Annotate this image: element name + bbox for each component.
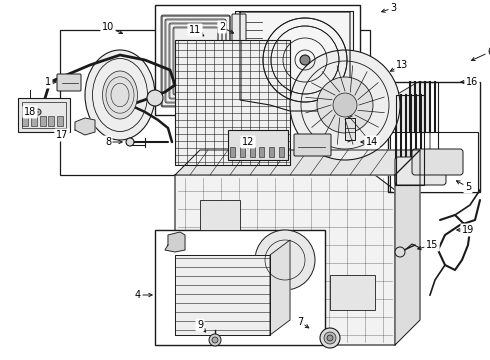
FancyBboxPatch shape <box>395 157 446 185</box>
Text: 19: 19 <box>462 225 474 235</box>
Bar <box>175 40 290 165</box>
Circle shape <box>290 50 400 160</box>
Circle shape <box>320 328 340 348</box>
Polygon shape <box>175 150 420 175</box>
Circle shape <box>324 332 336 344</box>
Bar <box>249 147 255 157</box>
Bar <box>200 200 240 230</box>
Circle shape <box>395 247 405 257</box>
Bar <box>388 82 480 192</box>
Text: 15: 15 <box>426 240 438 250</box>
Bar <box>155 5 360 115</box>
FancyBboxPatch shape <box>412 149 463 175</box>
Bar <box>228 130 288 160</box>
Bar <box>396 95 424 185</box>
Text: 4: 4 <box>135 290 141 300</box>
Polygon shape <box>395 150 420 345</box>
Circle shape <box>126 138 134 146</box>
Ellipse shape <box>102 71 138 119</box>
Bar <box>31 116 37 126</box>
Polygon shape <box>165 232 185 252</box>
Text: 12: 12 <box>242 137 254 147</box>
Bar <box>235 11 353 111</box>
Text: 2: 2 <box>219 22 225 32</box>
Bar <box>40 116 46 126</box>
Text: 6: 6 <box>487 47 490 57</box>
Circle shape <box>35 109 41 115</box>
Circle shape <box>147 90 163 106</box>
Circle shape <box>317 77 373 133</box>
Bar <box>22 116 28 126</box>
Text: 13: 13 <box>396 60 408 70</box>
Bar <box>155 230 325 345</box>
Bar <box>48 116 54 126</box>
Bar <box>279 147 284 157</box>
Circle shape <box>209 334 221 346</box>
Ellipse shape <box>85 50 155 140</box>
Text: 9: 9 <box>197 320 203 330</box>
Circle shape <box>32 106 44 118</box>
Bar <box>18 98 70 132</box>
Circle shape <box>212 337 218 343</box>
Polygon shape <box>175 175 395 345</box>
Polygon shape <box>175 255 270 335</box>
Text: 1: 1 <box>45 77 51 87</box>
Text: 8: 8 <box>105 137 111 147</box>
Circle shape <box>300 55 310 65</box>
Text: 14: 14 <box>366 137 378 147</box>
Bar <box>230 147 235 157</box>
Text: 3: 3 <box>390 3 396 13</box>
FancyBboxPatch shape <box>232 14 246 111</box>
Polygon shape <box>75 118 95 135</box>
Bar <box>259 147 265 157</box>
Bar <box>60 30 370 175</box>
Text: 17: 17 <box>56 130 68 140</box>
Circle shape <box>255 230 315 290</box>
Bar <box>57 116 63 126</box>
Bar <box>269 147 274 157</box>
Text: 7: 7 <box>297 317 303 327</box>
Bar <box>330 275 375 310</box>
Bar <box>390 132 478 192</box>
Text: 18: 18 <box>24 107 36 117</box>
Bar <box>345 118 355 140</box>
FancyBboxPatch shape <box>294 134 331 156</box>
Polygon shape <box>396 82 430 185</box>
Text: 16: 16 <box>466 77 478 87</box>
Text: 11: 11 <box>189 25 201 35</box>
Bar <box>410 82 438 172</box>
Bar <box>22 102 66 128</box>
Polygon shape <box>270 240 290 335</box>
Circle shape <box>333 93 357 117</box>
FancyBboxPatch shape <box>162 16 230 106</box>
Bar <box>240 147 245 157</box>
Text: 5: 5 <box>465 182 471 192</box>
Circle shape <box>327 335 333 341</box>
Text: 10: 10 <box>102 22 114 32</box>
FancyBboxPatch shape <box>57 74 81 91</box>
